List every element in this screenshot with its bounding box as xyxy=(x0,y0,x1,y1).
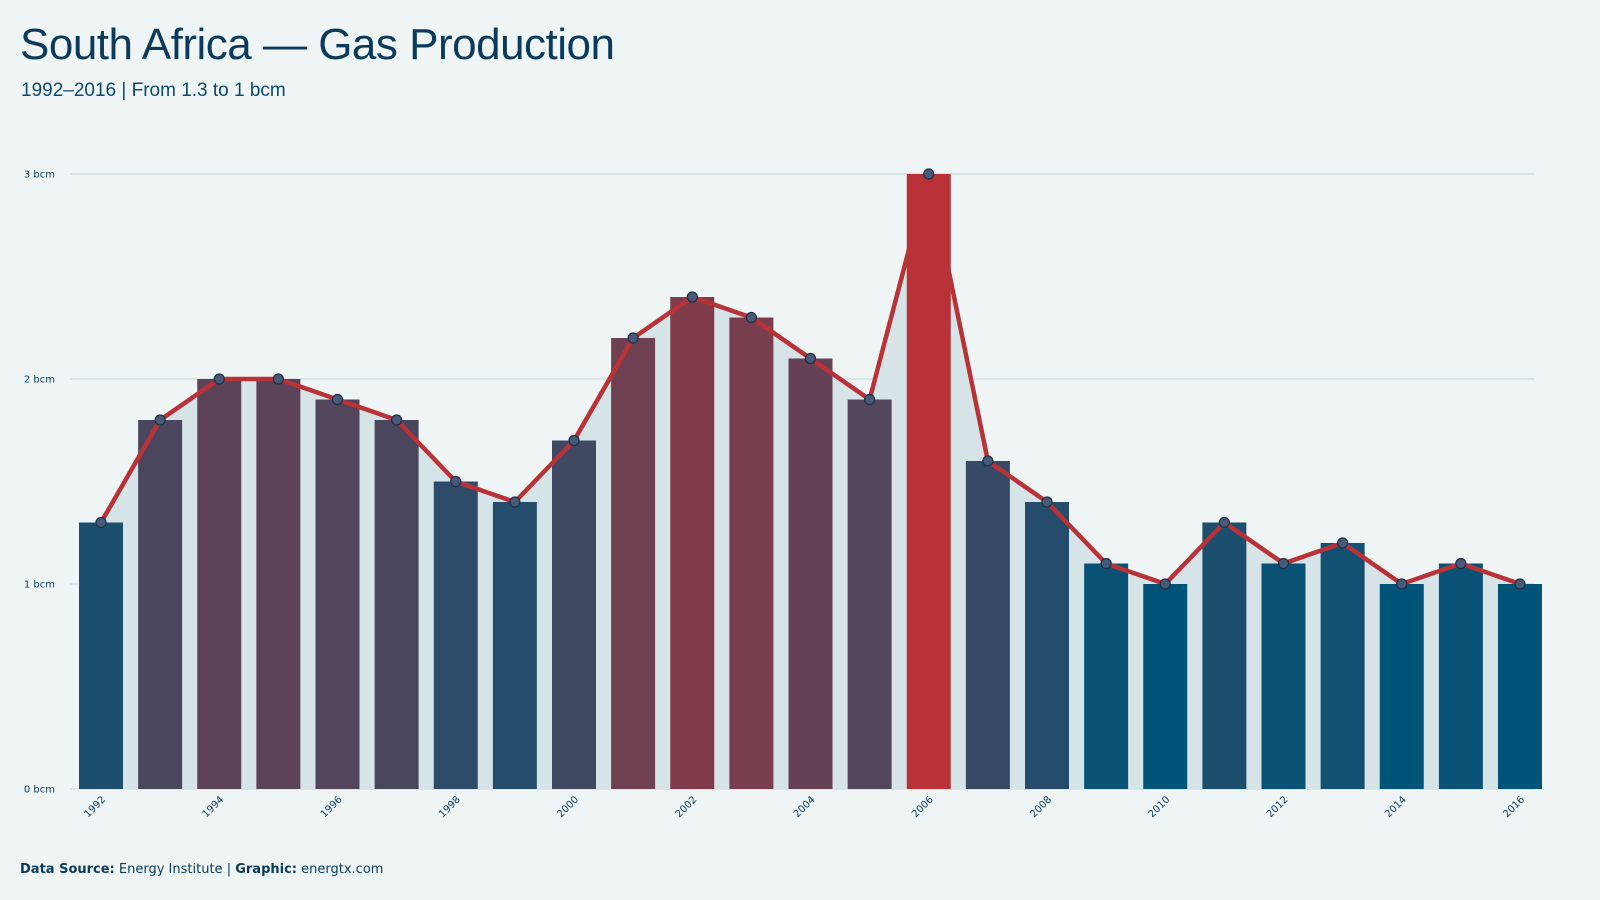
bar-2014 xyxy=(1379,584,1424,789)
bar-2010 xyxy=(1143,584,1188,789)
bars-layer xyxy=(79,174,1542,789)
point-2004 xyxy=(804,352,817,365)
source-label: Data Source: xyxy=(20,862,115,877)
point-2001 xyxy=(627,332,639,344)
x-tick-label: 2014 xyxy=(1383,794,1409,820)
bar-2005 xyxy=(847,399,892,789)
point-2000 xyxy=(568,434,580,447)
x-tick-label: 2002 xyxy=(674,794,700,820)
x-tick-label: 2010 xyxy=(1147,794,1173,820)
bar-1997 xyxy=(374,420,419,789)
bar-1993 xyxy=(138,420,183,789)
bar-2001 xyxy=(611,338,656,789)
point-2008 xyxy=(1041,496,1053,508)
point-2005 xyxy=(864,393,876,406)
bar-2012 xyxy=(1261,563,1306,789)
point-2010 xyxy=(1159,578,1171,590)
chart-title: South Africa — Gas Production xyxy=(20,20,615,69)
point-2003 xyxy=(745,311,757,324)
bar-2008 xyxy=(1025,502,1069,789)
point-1994 xyxy=(213,373,225,385)
bar-2000 xyxy=(552,440,596,789)
point-2002 xyxy=(686,291,698,303)
x-tick-label: 2006 xyxy=(910,794,936,820)
point-1998 xyxy=(450,475,462,488)
bar-2002 xyxy=(670,297,715,789)
source-value: Energy Institute xyxy=(118,862,223,877)
x-tick-label: 2008 xyxy=(1028,794,1054,820)
point-2009 xyxy=(1100,557,1112,570)
bar-1996 xyxy=(315,399,360,789)
x-tick-label: 2000 xyxy=(555,794,581,820)
x-tick-label: 2012 xyxy=(1265,794,1291,820)
graphic-label: Graphic: xyxy=(235,862,297,877)
bar-2015 xyxy=(1438,563,1483,789)
bar-1994 xyxy=(197,379,242,789)
y-axis: 0 bcm 1 bcm 2 bcm 3 bcm xyxy=(24,170,55,796)
x-tick-label: 1992 xyxy=(82,794,108,820)
point-2007 xyxy=(982,455,994,467)
x-tick-label: 1994 xyxy=(201,794,227,820)
point-1993 xyxy=(154,414,166,426)
y-tick-label: 2 bcm xyxy=(24,375,55,386)
point-2006 xyxy=(923,168,935,180)
point-1995 xyxy=(272,373,284,385)
graphic-value: energtx.com xyxy=(301,862,384,877)
bar-2013 xyxy=(1320,543,1365,789)
bar-2007 xyxy=(965,461,1010,789)
y-tick-label: 1 bcm xyxy=(24,580,55,591)
x-tick-label: 1996 xyxy=(319,794,345,820)
chart-footer: Data Source: Energy Institute | Graphic:… xyxy=(20,862,383,877)
bar-2004 xyxy=(788,358,833,789)
point-2016 xyxy=(1514,578,1526,590)
bar-2011 xyxy=(1202,522,1247,789)
point-1997 xyxy=(391,414,403,426)
bar-1999 xyxy=(492,502,537,789)
footer-separator: | xyxy=(226,862,232,877)
chart-subtitle: 1992–2016 | From 1.3 to 1 bcm xyxy=(21,80,286,101)
point-2013 xyxy=(1337,537,1349,549)
y-tick-label: 3 bcm xyxy=(24,170,55,181)
bar-1992 xyxy=(79,522,123,789)
points-layer xyxy=(95,168,1526,590)
point-1996 xyxy=(331,393,344,406)
point-2014 xyxy=(1396,578,1408,590)
x-tick-label: 2016 xyxy=(1501,794,1527,820)
point-1992 xyxy=(95,516,107,529)
y-tick-label: 0 bcm xyxy=(24,785,55,796)
bar-1995 xyxy=(256,379,301,789)
bar-2016 xyxy=(1498,584,1542,789)
bar-2006 xyxy=(906,174,951,789)
point-2012 xyxy=(1277,557,1290,570)
x-tick-label: 1998 xyxy=(437,794,463,820)
bar-2009 xyxy=(1084,563,1129,789)
bar-1998 xyxy=(433,481,478,789)
point-2011 xyxy=(1218,516,1230,529)
x-tick-label: 2004 xyxy=(792,794,818,820)
point-1999 xyxy=(509,496,521,508)
x-axis: 1992 1994 1996 1998 2000 2002 2004 2006 2008 2010… xyxy=(82,794,1527,820)
bar-2003 xyxy=(729,317,774,789)
point-2015 xyxy=(1455,557,1467,570)
